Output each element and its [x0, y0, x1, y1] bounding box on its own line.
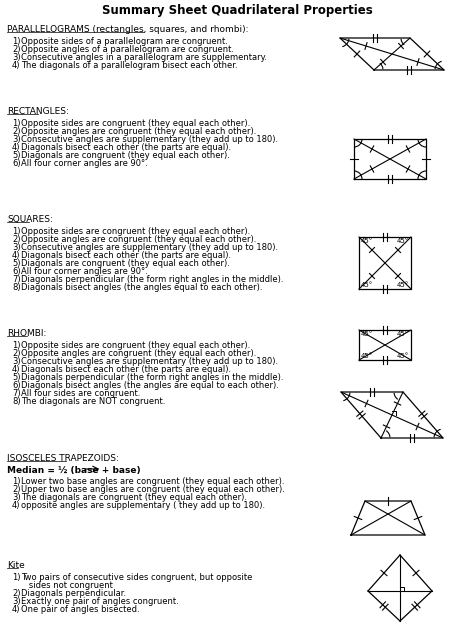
Text: 3): 3) [12, 53, 21, 62]
Text: Opposite angles are congruent (they equal each other).: Opposite angles are congruent (they equa… [21, 127, 256, 136]
Text: Diagonals bisect each other (the parts are equal).: Diagonals bisect each other (the parts a… [21, 143, 231, 152]
Text: 3): 3) [12, 135, 21, 144]
Text: Diagonals bisect angles (the angles equal to each other).: Diagonals bisect angles (the angles equa… [21, 283, 263, 292]
Text: Consecutive angles are supplementary (they add up to 180).: Consecutive angles are supplementary (th… [21, 135, 278, 144]
Text: All four corner angles are 90°.: All four corner angles are 90°. [21, 159, 148, 168]
Text: PARALLELOGRAMS (rectangles, squares, and rhombi):: PARALLELOGRAMS (rectangles, squares, and… [7, 25, 248, 34]
Text: Diagonals perpendicular.: Diagonals perpendicular. [21, 589, 126, 598]
Text: All four sides are congruent.: All four sides are congruent. [21, 389, 140, 398]
Text: 2): 2) [12, 349, 20, 358]
Text: Diagonals are congruent (they equal each other).: Diagonals are congruent (they equal each… [21, 151, 230, 160]
Text: 1): 1) [12, 119, 20, 128]
Text: 1): 1) [12, 341, 20, 350]
Text: RHOMBI:: RHOMBI: [7, 329, 46, 338]
Text: 2): 2) [12, 235, 20, 244]
Text: Consecutive angles are supplementary (they add up to 180).: Consecutive angles are supplementary (th… [21, 357, 278, 366]
Text: 2): 2) [12, 485, 20, 494]
Text: Consecutive angles are supplementary (they add up to 180).: Consecutive angles are supplementary (th… [21, 243, 278, 252]
Text: 5): 5) [12, 259, 20, 268]
Text: Consecutive angles in a parallelogram are supplementary.: Consecutive angles in a parallelogram ar… [21, 53, 267, 62]
Text: Exactly one pair of angles congruent.: Exactly one pair of angles congruent. [21, 597, 179, 606]
Text: sides not congruent: sides not congruent [21, 581, 113, 590]
Text: 1): 1) [12, 477, 20, 486]
Text: Diagonals perpendicular (the form right angles in the middle).: Diagonals perpendicular (the form right … [21, 275, 283, 284]
Text: Diagonals bisect angles (the angles are equal to each other).: Diagonals bisect angles (the angles are … [21, 381, 279, 390]
Text: The diagonals are NOT congruent.: The diagonals are NOT congruent. [21, 397, 165, 406]
Text: Opposite angles are congruent (they equal each other).: Opposite angles are congruent (they equa… [21, 235, 256, 244]
Text: Kite: Kite [7, 561, 25, 570]
Text: 3): 3) [12, 243, 21, 252]
Text: Lower two base angles are congruent (they equal each other).: Lower two base angles are congruent (the… [21, 477, 284, 486]
Text: SQUARES:: SQUARES: [7, 215, 53, 224]
Text: Diagonals are congruent (they equal each other).: Diagonals are congruent (they equal each… [21, 259, 230, 268]
Text: 45°: 45° [397, 331, 409, 337]
Text: 4): 4) [12, 501, 20, 510]
Text: Two pairs of consecutive sides congruent, but opposite: Two pairs of consecutive sides congruent… [21, 573, 252, 582]
Text: Opposite sides of a parallelogram are congruent.: Opposite sides of a parallelogram are co… [21, 37, 228, 46]
Text: Diagonals bisect each other (the parts are equal).: Diagonals bisect each other (the parts a… [21, 365, 231, 374]
Text: 2): 2) [12, 127, 20, 136]
Text: ISOSCELES TRAPEZOIDS:: ISOSCELES TRAPEZOIDS: [7, 454, 119, 463]
Text: 45°: 45° [361, 353, 373, 359]
Text: 1): 1) [12, 227, 20, 236]
Text: All four corner angles are 90°.: All four corner angles are 90°. [21, 267, 148, 276]
Text: 8): 8) [12, 397, 21, 406]
Text: 3): 3) [12, 597, 21, 606]
Text: 45°: 45° [397, 238, 409, 244]
Text: The diagonals are congruent (they equal each other).: The diagonals are congruent (they equal … [21, 493, 247, 502]
Text: Opposite angles are congruent (they equal each other).: Opposite angles are congruent (they equa… [21, 349, 256, 358]
Text: Opposite angles of a parallelogram are congruent.: Opposite angles of a parallelogram are c… [21, 45, 234, 54]
Text: 1): 1) [12, 37, 20, 46]
Text: Median = ½ (base + base): Median = ½ (base + base) [7, 466, 141, 475]
Text: 2): 2) [12, 45, 20, 54]
Text: 45°: 45° [361, 238, 373, 244]
Text: 6): 6) [12, 159, 21, 168]
Text: 6): 6) [12, 267, 21, 276]
Text: 4): 4) [12, 251, 20, 260]
Text: 4): 4) [12, 605, 20, 614]
Text: 7): 7) [12, 275, 21, 284]
Text: 6): 6) [12, 381, 21, 390]
Text: RECTANGLES:: RECTANGLES: [7, 107, 69, 116]
Text: Diagonals perpendicular (the form right angles in the middle).: Diagonals perpendicular (the form right … [21, 373, 283, 382]
Text: One pair of angles bisected.: One pair of angles bisected. [21, 605, 140, 614]
Text: 45°: 45° [361, 282, 373, 288]
Text: 8): 8) [12, 283, 21, 292]
Text: 4): 4) [12, 61, 20, 70]
Text: Opposite sides are congruent (they equal each other).: Opposite sides are congruent (they equal… [21, 119, 250, 128]
Text: 3): 3) [12, 357, 21, 366]
Text: Opposite sides are congruent (they equal each other).: Opposite sides are congruent (they equal… [21, 227, 250, 236]
Text: 5): 5) [12, 151, 20, 160]
Text: 4): 4) [12, 365, 20, 374]
Text: 45°: 45° [361, 331, 373, 337]
Text: 4): 4) [12, 143, 20, 152]
Text: 1): 1) [12, 573, 20, 582]
Text: Opposite sides are congruent (they equal each other).: Opposite sides are congruent (they equal… [21, 341, 250, 350]
Text: 2): 2) [12, 589, 20, 598]
Text: 45°: 45° [397, 282, 409, 288]
Text: 7): 7) [12, 389, 21, 398]
Text: Summary Sheet Quadrilateral Properties: Summary Sheet Quadrilateral Properties [101, 4, 373, 17]
Text: Upper two base angles are congruent (they equal each other).: Upper two base angles are congruent (the… [21, 485, 285, 494]
Text: 3): 3) [12, 493, 21, 502]
Text: The diagonals of a parallelogram bisect each other.: The diagonals of a parallelogram bisect … [21, 61, 237, 70]
Text: opposite angles are supplementary ( they add up to 180).: opposite angles are supplementary ( they… [21, 501, 265, 510]
Text: 45°: 45° [397, 353, 409, 359]
Text: 5): 5) [12, 373, 20, 382]
Text: Diagonals bisect each other (the parts are equal).: Diagonals bisect each other (the parts a… [21, 251, 231, 260]
